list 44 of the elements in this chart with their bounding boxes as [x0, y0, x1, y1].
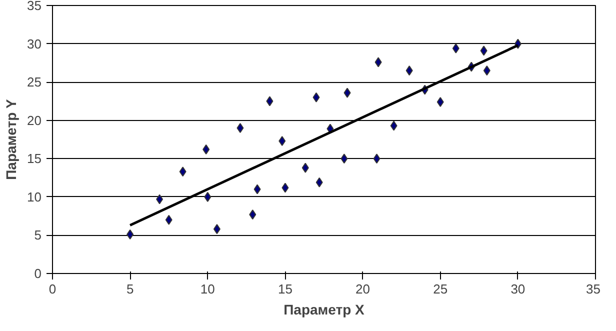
point — [156, 194, 164, 204]
point — [302, 162, 309, 173]
point — [266, 96, 274, 106]
point — [344, 88, 351, 98]
point — [202, 144, 210, 154]
x-tick-label: 25 — [433, 282, 448, 296]
point — [213, 224, 220, 234]
y-tick-label: 25 — [27, 74, 42, 90]
point — [249, 210, 256, 220]
point — [204, 192, 212, 202]
x-tick-label: 15 — [278, 282, 292, 296]
point — [316, 177, 323, 188]
point — [374, 57, 382, 68]
x-tick-label: 35 — [586, 282, 601, 296]
x-axis-title: Параметр X — [284, 302, 366, 318]
y-tick-label: 10 — [27, 189, 42, 204]
point — [480, 46, 488, 56]
point — [483, 66, 490, 76]
x-tick-label: 20 — [356, 282, 370, 296]
x-tick-label: 0 — [48, 282, 56, 296]
point — [312, 92, 320, 102]
point — [390, 120, 398, 131]
x-tick-label: 30 — [510, 282, 526, 296]
y-tick-label: 0 — [34, 266, 42, 281]
point — [254, 184, 261, 194]
point — [340, 154, 348, 164]
point — [165, 214, 172, 225]
point — [406, 66, 413, 76]
point — [282, 182, 289, 193]
y-tick-label: 20 — [27, 112, 42, 128]
point — [179, 166, 186, 177]
y-axis-title: Параметр Y — [3, 98, 20, 180]
x-tick-label: 10 — [200, 282, 215, 296]
point — [126, 229, 134, 240]
point — [278, 136, 286, 146]
y-tick-label: 35 — [27, 0, 42, 13]
y-tick-label: 30 — [27, 36, 42, 52]
x-tick-label: 5 — [126, 282, 134, 296]
point — [436, 96, 444, 107]
y-tick-label: 15 — [27, 151, 42, 166]
point — [452, 43, 460, 54]
point — [373, 154, 380, 164]
y-tick-label: 5 — [34, 228, 42, 243]
point — [236, 123, 244, 134]
